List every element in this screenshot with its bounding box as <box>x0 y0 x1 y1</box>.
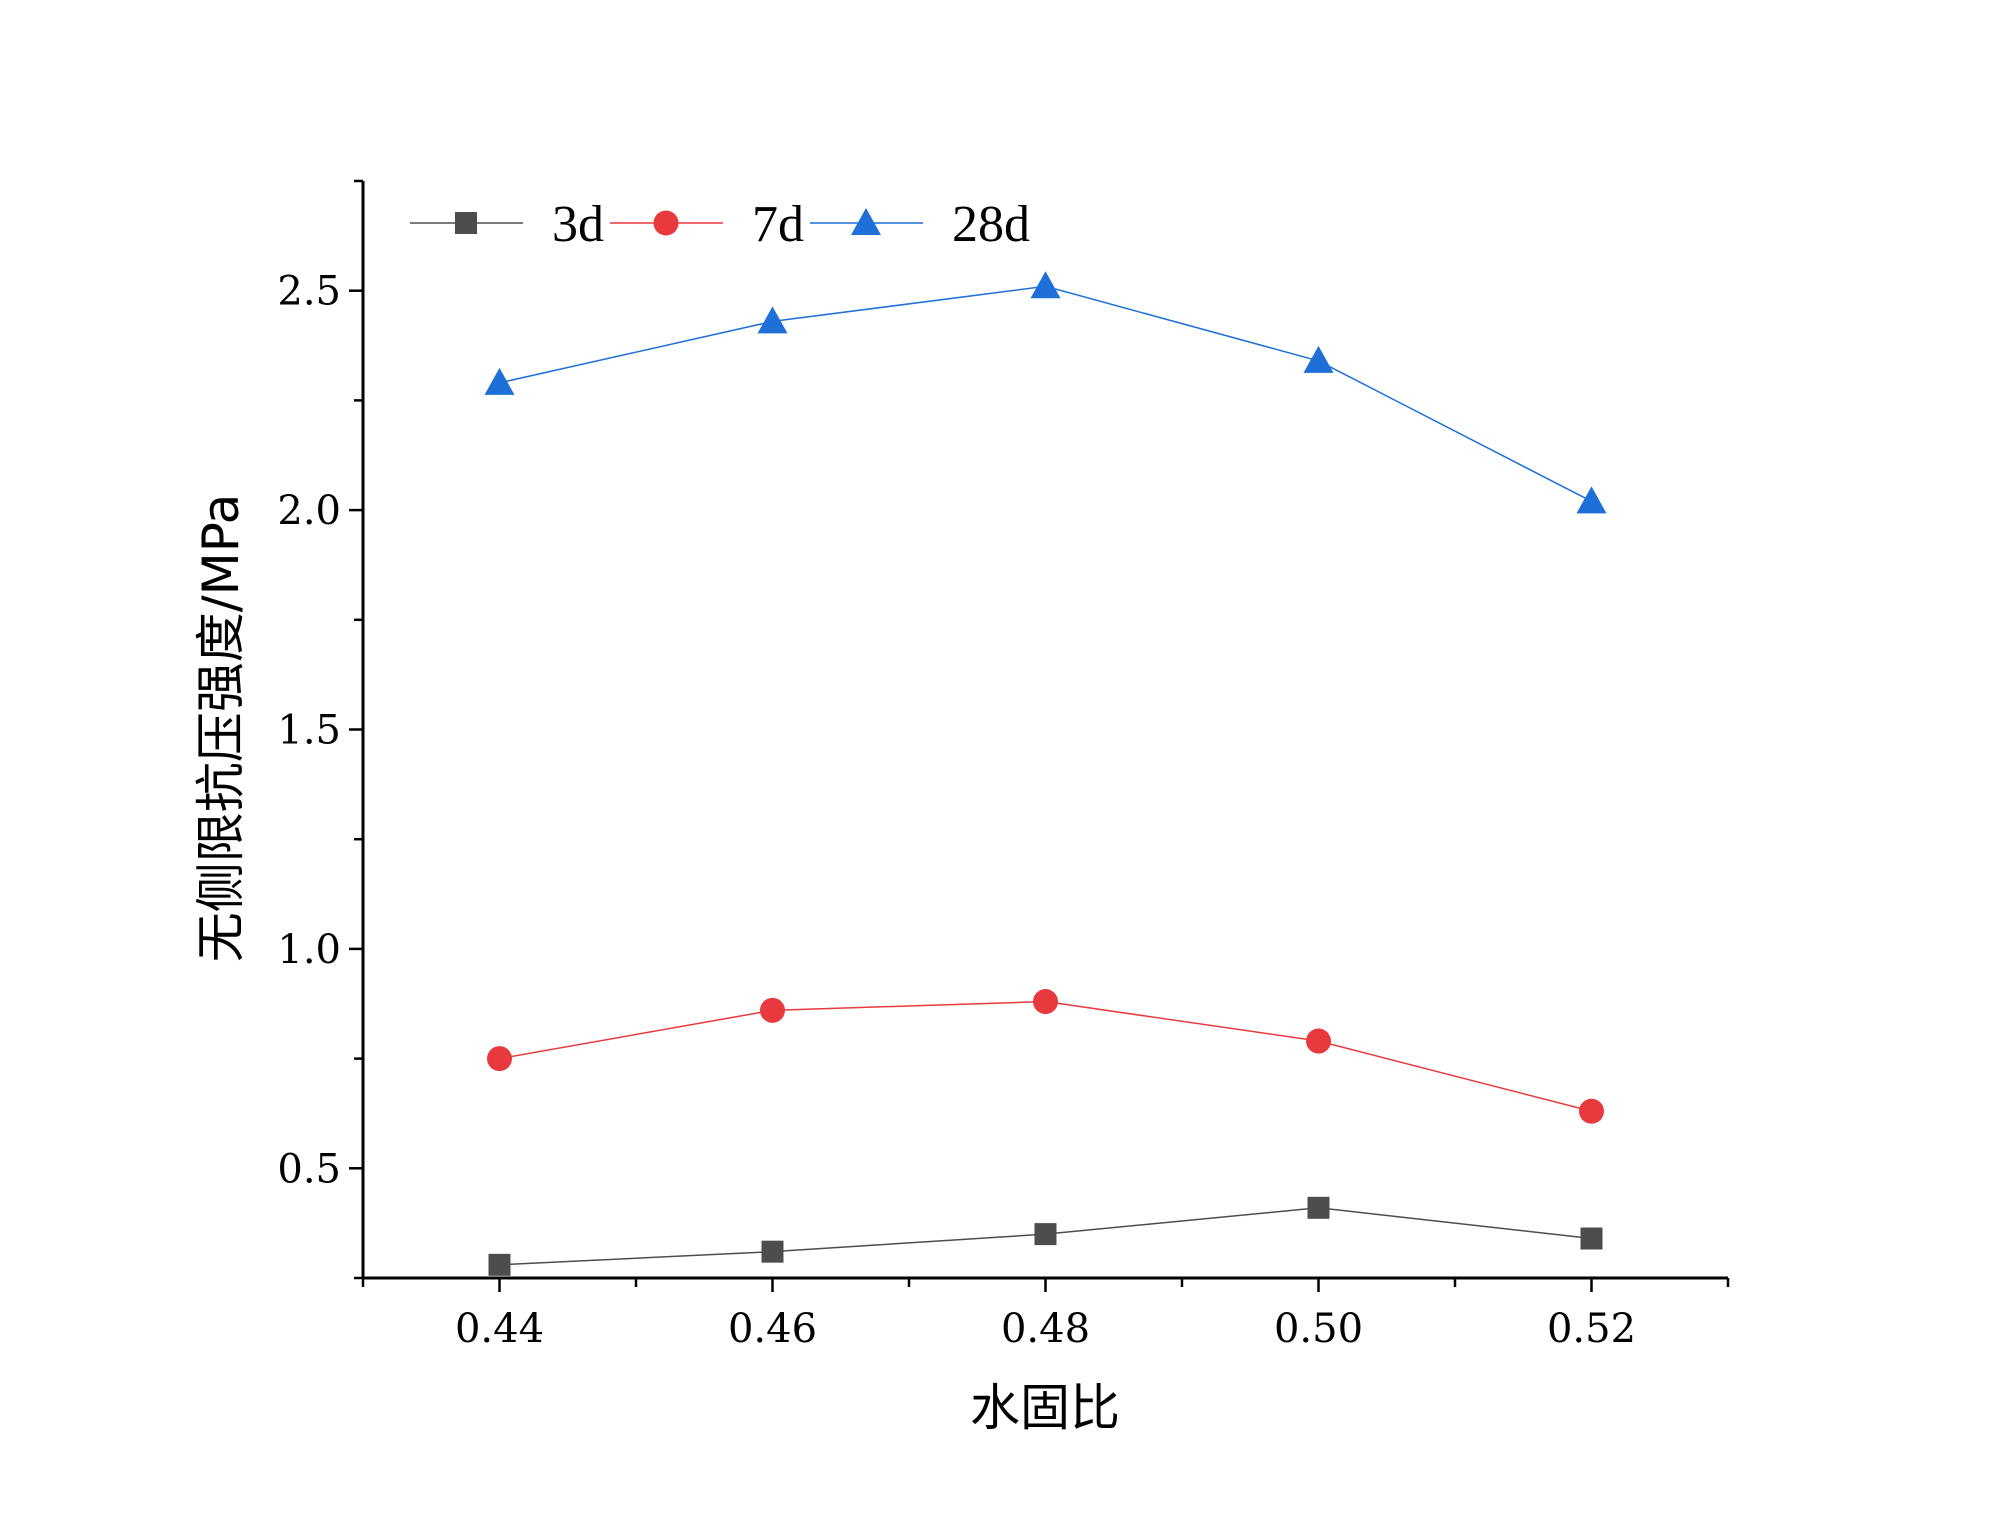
y-tick-label: 0.5 <box>277 1146 341 1192</box>
x-tick-label: 0.46 <box>728 1306 817 1352</box>
y-tick-label: 1.5 <box>277 708 341 754</box>
data-point-28d <box>1303 345 1334 373</box>
series-line-7d <box>499 1000 1592 1112</box>
axes: 0.5 1.0 1.5 2.0 2.5 0.44 0.46 0.48 0.50 0.52 <box>277 179 1730 1352</box>
series-layer <box>484 271 1607 1276</box>
data-point-7d <box>1306 1028 1331 1054</box>
data-point-28d <box>1030 271 1061 299</box>
data-point-3d <box>488 1253 511 1276</box>
data-point-3d <box>761 1240 784 1263</box>
data-point-7d <box>1033 989 1058 1015</box>
legend-marker <box>455 212 477 234</box>
legend-marker <box>653 210 679 236</box>
series-7d <box>487 989 1604 1124</box>
legend-label: 7d <box>752 196 804 253</box>
x-tick-label: 0.50 <box>1274 1306 1363 1352</box>
series-28d <box>484 271 1607 514</box>
y-axis-title: 无侧限抗压强度/MPa <box>192 494 250 963</box>
data-point-28d <box>1576 486 1607 514</box>
legend-label: 3d <box>552 196 604 253</box>
legend-entry-3d: 3d <box>410 196 604 253</box>
x-axis-title: 水固比 <box>970 1379 1120 1437</box>
x-tick-label: 0.44 <box>455 1306 544 1352</box>
data-point-7d <box>487 1046 512 1072</box>
legend-marker <box>851 208 881 235</box>
data-point-28d <box>757 306 788 334</box>
data-point-3d <box>1034 1223 1057 1246</box>
legend: 3d 7d 28d <box>410 196 1030 253</box>
y-tick-label: 2.5 <box>277 269 341 315</box>
x-tick-label: 0.48 <box>1001 1306 1090 1352</box>
x-tick-label: 0.52 <box>1547 1306 1636 1352</box>
series-line-28d <box>499 285 1592 502</box>
data-point-7d <box>760 997 785 1023</box>
data-point-3d <box>1580 1227 1603 1250</box>
legend-entry-28d: 28d <box>810 196 1030 253</box>
series-3d <box>488 1196 1603 1276</box>
legend-label: 28d <box>952 196 1030 253</box>
legend-entry-7d: 7d <box>610 196 804 253</box>
data-point-7d <box>1579 1098 1604 1124</box>
y-tick-label: 2.0 <box>277 488 341 534</box>
data-point-3d <box>1307 1196 1330 1219</box>
y-tick-label: 1.0 <box>277 927 341 973</box>
data-point-28d <box>484 367 515 395</box>
